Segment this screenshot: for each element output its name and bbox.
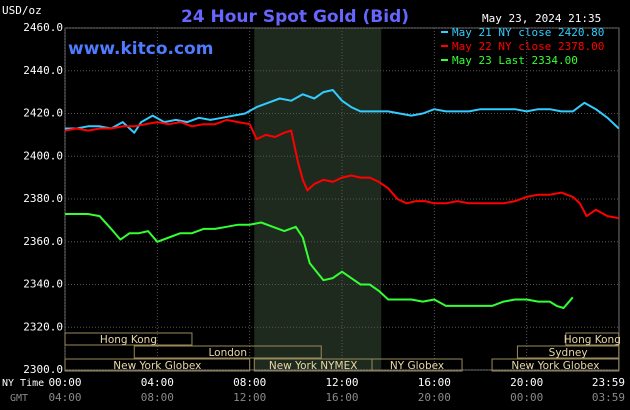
session-bar (133, 345, 322, 359)
session-bar-label: NY Globex (390, 360, 444, 372)
x-axis-label-ny: NY Time (2, 378, 44, 389)
x-axis-label-gmt: GMT (10, 393, 28, 404)
y-tick-label: 2360.0 (23, 235, 63, 248)
legend-entry: May 21 NY close 2420.80 (452, 26, 604, 39)
session-bar-label: Hong Kong (564, 334, 621, 346)
x-tick-label-gmt: 16:00 (325, 391, 358, 404)
session-bar-label: Sydney (549, 347, 588, 359)
session-bar-label: New York Globex (113, 360, 201, 372)
x-tick-label-ny: 20:00 (510, 376, 543, 389)
x-tick-label-gmt: 04:00 (48, 391, 81, 404)
x-tick-label-ny: 00:00 (48, 376, 81, 389)
y-tick-label: 2420.0 (23, 107, 63, 120)
website-label: www.kitco.com (68, 39, 213, 59)
session-bar-label: New York NYMEX (269, 360, 358, 372)
y-tick-label: 2460.0 (23, 21, 63, 34)
timestamp: May 23, 2024 21:35 (482, 12, 601, 25)
y-tick-label: 2320.0 (23, 320, 63, 333)
x-tick-label-gmt: 00:00 (510, 391, 543, 404)
session-bar (64, 358, 251, 372)
x-tick-label-ny: 16:00 (418, 376, 451, 389)
session-bar-label: London (208, 347, 247, 359)
x-tick-label-gmt: 03:59 (592, 391, 625, 404)
x-tick-label-ny: 08:00 (233, 376, 266, 389)
session-bar-label: Hong Kong (100, 334, 157, 346)
series-line (64, 118, 619, 220)
session-bar (565, 332, 620, 346)
session-bar (516, 345, 620, 359)
x-tick-label-gmt: 08:00 (141, 391, 174, 404)
y-tick-label: 2440.0 (23, 64, 63, 77)
legend-entry: May 22 NY close 2378.00 (452, 40, 604, 53)
x-tick-label-ny: 12:00 (325, 376, 358, 389)
session-bar (64, 332, 193, 346)
x-tick-label-gmt: 12:00 (233, 391, 266, 404)
session-bar-label: New York Globex (511, 360, 599, 372)
session-bar (491, 358, 620, 372)
y-tick-label: 2300.0 (23, 363, 63, 376)
x-tick-label-ny: 04:00 (141, 376, 174, 389)
chart-title: 24 Hour Spot Gold (Bid) (181, 7, 409, 27)
x-tick-label-gmt: 20:00 (418, 391, 451, 404)
legend-entry: May 23 Last 2334.00 (452, 54, 578, 67)
y-axis-label: USD/oz (2, 4, 42, 17)
series-line (65, 89, 620, 134)
series-line (65, 213, 574, 309)
session-bar (371, 358, 463, 372)
y-tick-label: 2380.0 (23, 192, 63, 205)
y-tick-label: 2400.0 (23, 149, 63, 162)
x-tick-label-ny: 23:59 (592, 376, 625, 389)
y-tick-label: 2340.0 (23, 278, 63, 291)
